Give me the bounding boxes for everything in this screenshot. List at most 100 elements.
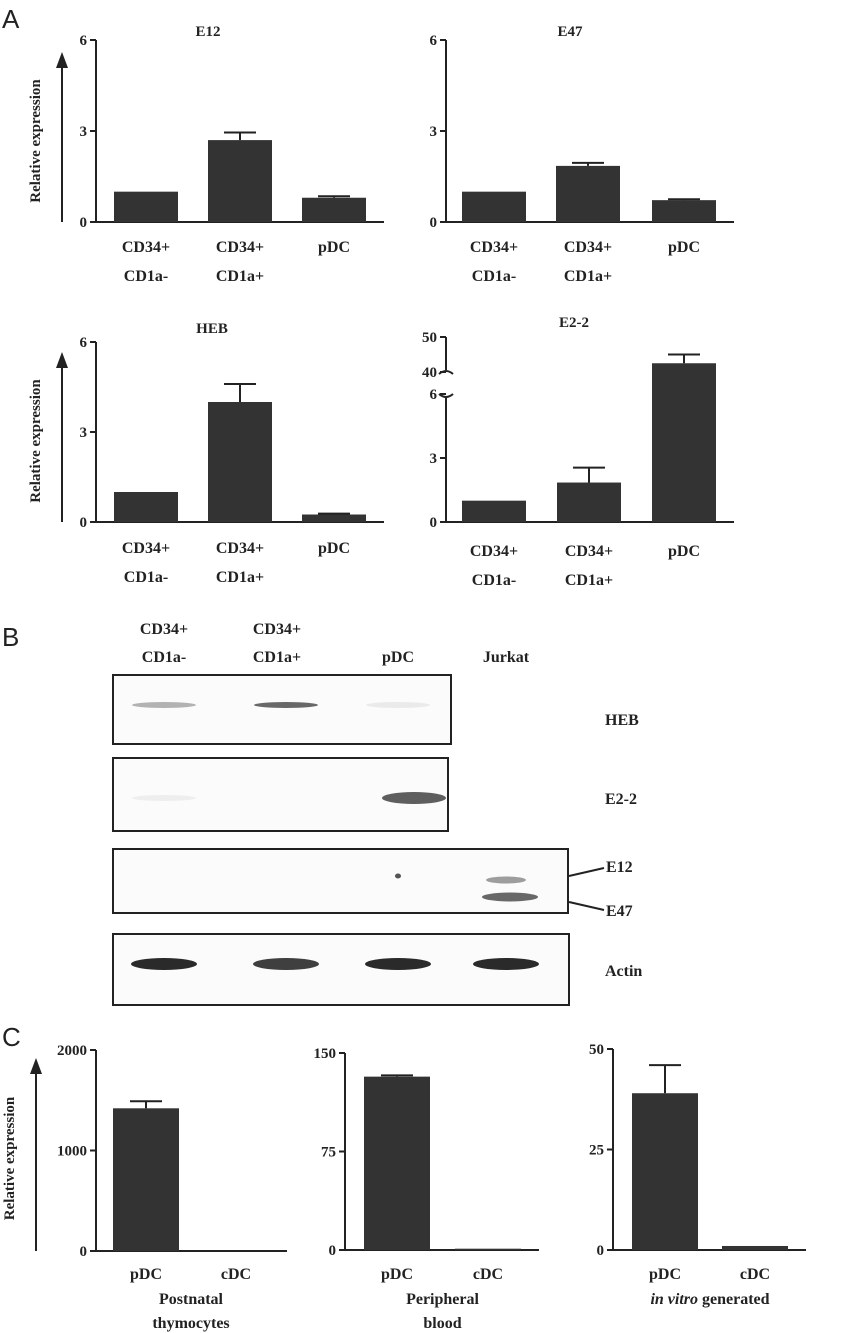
y-tick-label: 1000 — [57, 1144, 87, 1160]
blot-band — [131, 958, 197, 970]
bar — [114, 492, 178, 522]
blot-row-label: E2-2 — [605, 791, 637, 808]
blot-frame — [112, 848, 569, 914]
x-group-label: thymocytes — [152, 1315, 229, 1332]
y-tick-label: 6 — [80, 33, 88, 49]
category-label: cDC — [740, 1266, 770, 1283]
category-label: CD34+ — [564, 239, 612, 256]
lane-label: CD1a- — [142, 649, 186, 666]
y-tick-label: 3 — [80, 425, 88, 441]
pointer-line — [568, 901, 605, 911]
bar — [652, 363, 716, 522]
x-group-label: Postnatal — [159, 1291, 224, 1308]
y-tick-label: 3 — [430, 124, 438, 140]
chart-title: E2-2 — [559, 315, 589, 331]
category-label: CD1a+ — [564, 268, 612, 285]
category-label: CD34+ — [122, 540, 170, 557]
lane-label: CD1a+ — [253, 649, 301, 666]
blot-band-e12 — [486, 876, 526, 884]
chart-title: E47 — [557, 24, 583, 40]
y-axis-label: Relative expression — [28, 379, 44, 503]
x-group-label: blood — [423, 1315, 461, 1332]
y-tick-label: 0 — [329, 1243, 337, 1259]
category-label: cDC — [221, 1266, 251, 1283]
bar — [302, 197, 366, 222]
category-label: CD1a- — [472, 268, 516, 285]
y-axis-label: Relative expression — [28, 79, 44, 203]
chart-in-vitro-generated: 0 25 50 pDC cDC in vitro generated — [589, 1042, 806, 1308]
category-label: pDC — [668, 239, 700, 256]
western-blot: CD34+ CD1a- CD34+ CD1a+ pDC Jurkat HEB E2-2 E12 E… — [112, 621, 642, 1006]
category-label: pDC — [318, 239, 350, 256]
blot-band — [365, 958, 431, 970]
bar — [652, 200, 716, 222]
y-tick-label: 6 — [430, 33, 438, 49]
x-group-label: Peripheral — [406, 1291, 479, 1308]
category-label: CD34+ — [470, 543, 518, 560]
bar — [114, 191, 178, 222]
chart-e12: E12 0 3 6 CD34+ CD1a- CD34+ CD1a+ pDC Relative ex… — [28, 24, 384, 285]
y-tick-label: 0 — [430, 515, 438, 531]
lane-label: CD34+ — [253, 621, 301, 638]
bar — [364, 1076, 430, 1250]
lane-label: pDC — [382, 649, 414, 666]
y-tick-label: 50 — [422, 330, 437, 346]
bar — [302, 514, 366, 522]
category-label: CD1a+ — [565, 572, 613, 589]
ylabel-arrowhead — [56, 352, 68, 368]
bar — [722, 1245, 788, 1250]
bar — [462, 191, 526, 222]
y-tick-label: 0 — [80, 215, 88, 231]
chart-e47: E47 0 3 6 CD34+ CD1a- CD34+ CD1a+ pDC — [430, 24, 734, 285]
category-label: pDC — [381, 1266, 413, 1283]
chart-peripheral-blood: 0 75 150 pDC cDC Peripheral blood — [314, 1046, 539, 1332]
y-tick-label: 25 — [589, 1143, 604, 1159]
y-tick-label: 50 — [589, 1042, 604, 1058]
category-label: CD1a- — [124, 569, 168, 586]
category-label: CD34+ — [565, 543, 613, 560]
bar — [113, 1108, 179, 1251]
chart-heb: HEB 0 3 6 CD34+ CD1a- CD34+ CD1a+ pDC Relative ex… — [28, 321, 384, 586]
category-label: cDC — [473, 1266, 503, 1283]
category-label: CD34+ — [470, 239, 518, 256]
y-tick-label: 40 — [422, 365, 437, 381]
blot-band — [132, 795, 196, 801]
category-label: pDC — [318, 540, 350, 557]
panel-letter-b: B — [2, 622, 19, 652]
bar — [462, 500, 526, 522]
ylabel-arrowhead — [56, 52, 68, 68]
category-label: pDC — [668, 543, 700, 560]
y-tick-label: 150 — [314, 1046, 337, 1062]
category-label: pDC — [130, 1266, 162, 1283]
chart-title: E12 — [195, 24, 220, 40]
y-tick-label: 6 — [430, 387, 438, 403]
blot-band-e47 — [482, 892, 538, 902]
x-group-label: in vitro generated — [650, 1291, 769, 1308]
category-label: CD1a- — [124, 268, 168, 285]
category-label: CD1a+ — [216, 569, 264, 586]
y-tick-label: 0 — [430, 215, 438, 231]
chart-title: HEB — [196, 321, 228, 337]
blot-row-label: HEB — [605, 712, 639, 729]
chart-postnatal-thymocytes: 0 1000 2000 pDC cDC Relative expression Postna… — [2, 1043, 287, 1332]
bar — [632, 1093, 698, 1250]
bar — [455, 1248, 521, 1250]
bar — [556, 165, 620, 222]
y-tick-label: 0 — [80, 515, 88, 531]
bar — [208, 402, 272, 522]
blot-band — [132, 702, 196, 708]
pointer-line — [568, 867, 605, 877]
lane-label: CD34+ — [140, 621, 188, 638]
y-tick-label: 0 — [80, 1244, 88, 1260]
blot-band — [366, 702, 430, 708]
lane-label: Jurkat — [483, 649, 530, 666]
y-axis-label: Relative expression — [2, 1096, 18, 1220]
blot-row-label: E12 — [606, 859, 633, 876]
bar — [557, 482, 621, 522]
y-tick-label: 3 — [80, 124, 88, 140]
category-label: CD1a+ — [216, 268, 264, 285]
category-label: CD34+ — [216, 239, 264, 256]
blot-band — [254, 702, 318, 708]
panel-letter-a: A — [2, 4, 20, 34]
